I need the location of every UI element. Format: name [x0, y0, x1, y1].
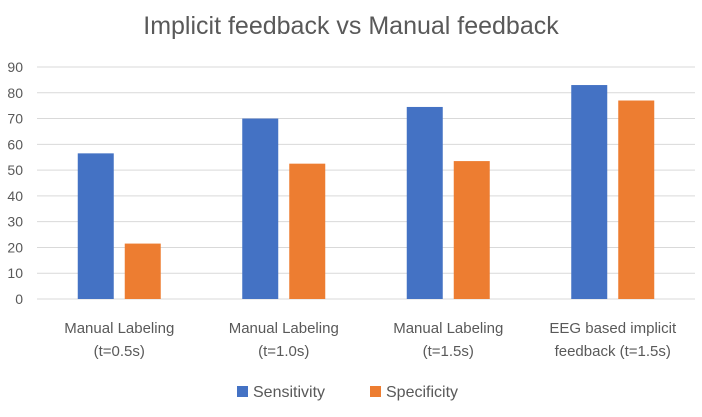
- x-axis-categories: Manual Labeling (t=0.5s) Manual Labeling (t…: [64, 320, 677, 360]
- legend-swatch-sensitivity: [237, 386, 248, 397]
- bar-sensitivity-1: [77, 153, 114, 299]
- x-category-line: (t=1.0s): [258, 343, 309, 360]
- chart-title: Implicit feedback vs Manual feedback: [143, 12, 559, 40]
- legend: Sensitivity Specificity: [237, 384, 458, 401]
- x-category-line: feedback (t=1.5s): [555, 343, 671, 360]
- bar-specificity-2: [289, 163, 326, 299]
- x-category-line: EEG based implicit: [549, 320, 677, 337]
- x-category-label: Manual Labeling (t=1.0s): [229, 320, 339, 360]
- bar-sensitivity-3: [406, 106, 443, 299]
- x-category-label: EEG based implicit feedback (t=1.5s): [549, 320, 677, 360]
- x-category-label: Manual Labeling (t=1.5s): [393, 320, 503, 360]
- y-tick-label: 60: [7, 136, 23, 152]
- bar-sensitivity-4: [571, 85, 608, 300]
- y-tick-label: 10: [7, 265, 23, 281]
- y-tick-label: 70: [7, 111, 23, 127]
- y-tick-label: 20: [7, 239, 23, 255]
- legend-swatch-specificity: [370, 386, 381, 397]
- bar-specificity-4: [618, 100, 655, 299]
- x-category-line: Manual Labeling: [229, 320, 339, 337]
- y-tick-label: 30: [7, 214, 23, 230]
- x-category-line: Manual Labeling: [393, 320, 503, 337]
- y-tick-label: 40: [7, 188, 23, 204]
- bars: [77, 85, 655, 300]
- x-category-label: Manual Labeling (t=0.5s): [64, 320, 174, 360]
- y-tick-label: 90: [7, 59, 23, 75]
- y-axis-ticks: 0 10 20 30 40 50 60 70 80 90: [7, 59, 23, 307]
- x-category-line: (t=0.5s): [94, 343, 145, 360]
- x-category-line: Manual Labeling: [64, 320, 174, 337]
- y-tick-label: 50: [7, 162, 23, 178]
- bar-specificity-3: [453, 161, 490, 299]
- y-tick-label: 80: [7, 85, 23, 101]
- x-category-line: (t=1.5s): [423, 343, 474, 360]
- bar-sensitivity-2: [242, 118, 279, 299]
- y-tick-label: 0: [15, 291, 23, 307]
- legend-label-specificity: Specificity: [386, 384, 458, 401]
- bar-specificity-1: [124, 243, 161, 299]
- legend-label-sensitivity: Sensitivity: [253, 384, 325, 401]
